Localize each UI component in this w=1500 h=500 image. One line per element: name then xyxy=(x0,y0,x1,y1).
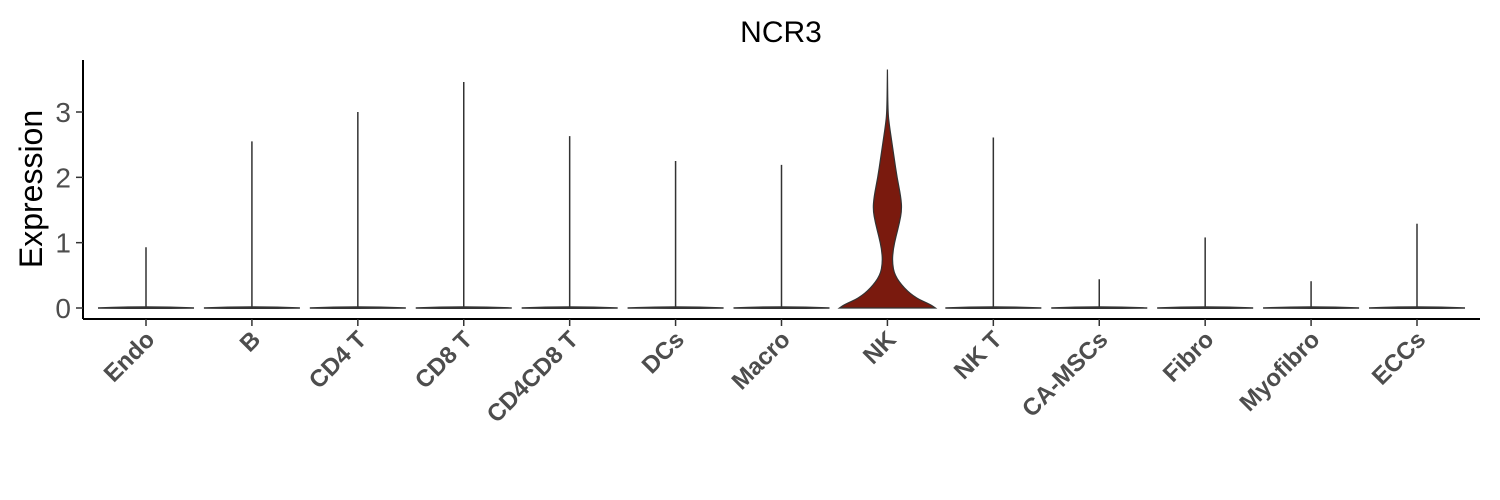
x-tick-label: Myofibro xyxy=(1235,326,1326,417)
x-tick-label: NK xyxy=(858,326,902,370)
x-tick-label: CD8 T xyxy=(410,326,478,394)
y-tick-label: 1 xyxy=(55,228,71,259)
x-tick-label: Macro xyxy=(727,326,796,395)
x-tick-label: ECCs xyxy=(1367,326,1431,390)
x-tick-label: B xyxy=(235,326,266,357)
y-tick-label: 2 xyxy=(55,162,71,193)
x-tick-label: CD4CD8 T xyxy=(482,326,584,428)
y-axis-label: Expression xyxy=(13,110,49,268)
y-tick-label: 0 xyxy=(55,293,71,324)
x-tick-label: Endo xyxy=(99,326,161,388)
x-tick-label: NK T xyxy=(949,326,1008,385)
plot-area: 0 1 2 3 Endo B CD4 T CD8 T CD4CD8 T DCs Macro NK NK … xyxy=(55,60,1480,428)
x-tick-label: CA-MSCs xyxy=(1017,326,1113,422)
chart-title: NCR3 xyxy=(740,16,822,49)
x-tick-label: CD4 T xyxy=(304,326,372,394)
y-tick-label: 3 xyxy=(55,97,71,128)
x-tick-label: DCs xyxy=(637,326,690,379)
violin-nk xyxy=(837,69,938,309)
x-tick-label: Fibro xyxy=(1158,326,1220,388)
